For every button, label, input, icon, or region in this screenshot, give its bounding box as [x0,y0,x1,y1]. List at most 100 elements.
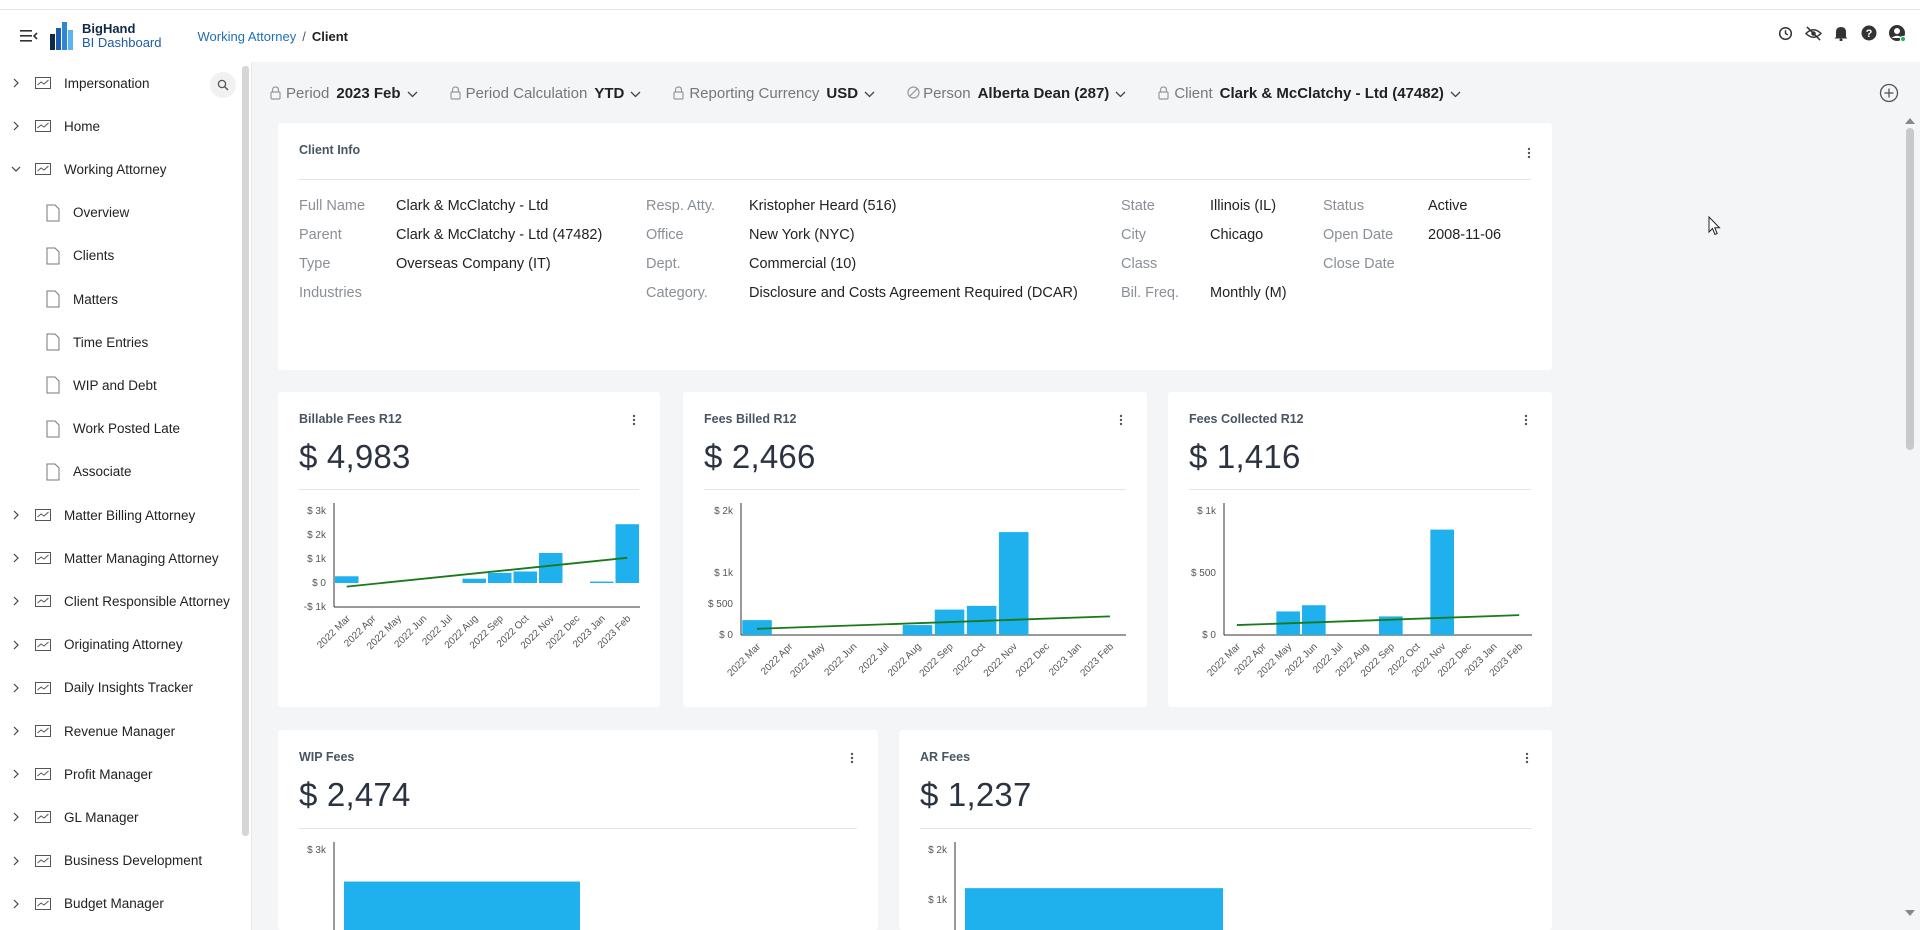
sidebar-subitem-label: Time Entries [73,334,149,350]
wip-fees-menu-icon[interactable] [850,752,860,768]
sidebar-subitem-associate[interactable]: Associate [46,455,236,489]
chevron-right-icon[interactable] [9,553,23,563]
full-name-value: Clark & McClatchy - Ltd [396,198,549,214]
sidebar-item-matter-managing-attorney[interactable]: Matter Managing Attorney [0,541,240,575]
filter-reporting-currency[interactable]: Reporting Currency USD [673,85,875,102]
chevron-right-icon[interactable] [9,899,23,909]
billable-fees-divider [299,489,639,490]
sidebar-scrollbar[interactable] [242,66,249,836]
chevron-right-icon[interactable] [9,510,23,520]
filter-period-calculation[interactable]: Period Calculation YTD [449,85,642,102]
sidebar-item-home[interactable]: Home [0,109,240,143]
bar[interactable] [965,888,1223,930]
user-account-icon[interactable] [1888,24,1906,42]
main-scrollbar-thumb[interactable] [1906,128,1914,450]
sidebar-item-gl-manager[interactable]: GL Manager [0,800,240,834]
bell-icon[interactable] [1832,24,1850,42]
sidebar-subitem-work-posted-late[interactable]: Work Posted Late [46,412,236,446]
bar[interactable] [615,524,639,583]
lock-icon [449,86,462,100]
logo-title: BigHand [82,21,136,36]
chevron-right-icon[interactable] [9,683,23,693]
sidebar-item-client-responsible-attorney[interactable]: Client Responsible Attorney [0,584,240,618]
sidebar-item-impersonation[interactable]: Impersonation [0,66,240,100]
chevron-right-icon[interactable] [9,769,23,779]
bar[interactable] [462,578,486,583]
chevron-down-icon[interactable] [9,165,23,173]
sidebar-subitem-time-entries[interactable]: Time Entries [46,325,236,359]
dashboard-icon [35,162,53,176]
history-icon[interactable] [1776,24,1794,42]
sidebar-item-originating-attorney[interactable]: Originating Attorney [0,628,240,662]
chevron-down-icon[interactable] [630,85,641,102]
fees-billed-menu-icon[interactable] [1119,414,1129,430]
sidebar-item-revenue-manager[interactable]: Revenue Manager [0,714,240,748]
chevron-right-icon[interactable] [9,596,23,606]
bar[interactable] [539,553,563,583]
chevron-right-icon[interactable] [9,121,23,131]
sidebar-item-daily-insights-tracker[interactable]: Daily Insights Tracker [0,671,240,705]
fees-collected-menu-icon[interactable] [1524,414,1534,430]
full-name-label: Full Name [299,198,366,214]
sidebar-item-matter-billing-attorney[interactable]: Matter Billing Attorney [0,498,240,532]
bar[interactable] [998,532,1029,635]
type-value: Overseas Company (IT) [396,256,551,272]
y-tick-label: -$ 1k [304,602,327,613]
chevron-right-icon[interactable] [9,640,23,650]
mouse-cursor-icon [1708,215,1722,241]
wip-fees-value: $ 2,474 [299,776,411,813]
chevron-down-icon[interactable] [1450,85,1461,102]
fees-billed-title: Fees Billed R12 [704,412,797,426]
billable-fees-value: $ 4,983 [299,438,411,475]
chevron-right-icon[interactable] [9,726,23,736]
help-icon[interactable]: ? [1860,24,1878,42]
bar[interactable] [902,625,933,635]
y-tick-label: $ 2k [714,506,734,517]
bar[interactable] [590,581,614,583]
y-tick-label: $ 2k [928,845,948,856]
bar[interactable] [344,881,580,930]
billable-fees-menu-icon[interactable] [632,414,642,430]
filter-client[interactable]: Client Clark & McClatchy - Ltd (47482) [1158,85,1461,102]
sidebar-item-profit-manager[interactable]: Profit Manager [0,757,240,791]
bar[interactable] [513,571,537,583]
ar-fees-menu-icon[interactable] [1525,752,1535,768]
scroll-up-arrow[interactable] [1905,118,1915,124]
filter-person[interactable]: Person Alberta Dean (287) [907,85,1126,102]
bar[interactable] [1302,605,1326,635]
sidebar-subitem-matters[interactable]: Matters [46,282,236,316]
chevron-down-icon[interactable] [864,85,875,102]
menu-collapse-icon[interactable] [16,23,42,49]
type-label: Type [299,256,331,272]
sidebar-subitem-overview[interactable]: Overview [46,196,236,230]
chevron-right-icon[interactable] [9,78,23,88]
bar[interactable] [742,620,772,635]
scroll-down-arrow[interactable] [1905,910,1915,916]
chevron-right-icon[interactable] [9,812,23,822]
sidebar-search-button[interactable] [210,72,236,98]
sidebar-item-working-attorney[interactable]: Working Attorney [0,152,240,186]
visibility-off-icon[interactable] [1804,24,1822,42]
breadcrumb-parent-link[interactable]: Working Attorney [197,28,297,44]
sidebar-item-budget-manager[interactable]: Budget Manager [0,887,240,921]
wip-fees-card: WIP Fees $ 2,474 $ 3k$ 2k [278,730,878,930]
bar[interactable] [335,576,359,583]
dashboard-icon [35,810,53,824]
bar[interactable] [488,572,512,583]
ar-fees-divider [920,828,1532,829]
bar[interactable] [1379,616,1403,635]
client-info-menu-icon[interactable] [1524,145,1534,161]
sidebar-subitem-wip-and-debt[interactable]: WIP and Debt [46,368,236,402]
sidebar-item-business-development[interactable]: Business Development [0,844,240,878]
chevron-down-icon[interactable] [1115,85,1126,102]
bar[interactable] [1430,529,1454,635]
chevron-right-icon[interactable] [9,856,23,866]
filter-period[interactable]: Period 2023 Feb [270,85,418,102]
sidebar-item-label: Working Attorney [64,161,167,177]
chevron-down-icon[interactable] [407,85,418,102]
add-filter-icon[interactable] [1879,83,1899,103]
sidebar-subitem-clients[interactable]: Clients [46,239,236,273]
sidebar-item-label: Business Development [64,853,203,869]
app-logo[interactable]: BigHand BI Dashboard [50,22,162,50]
